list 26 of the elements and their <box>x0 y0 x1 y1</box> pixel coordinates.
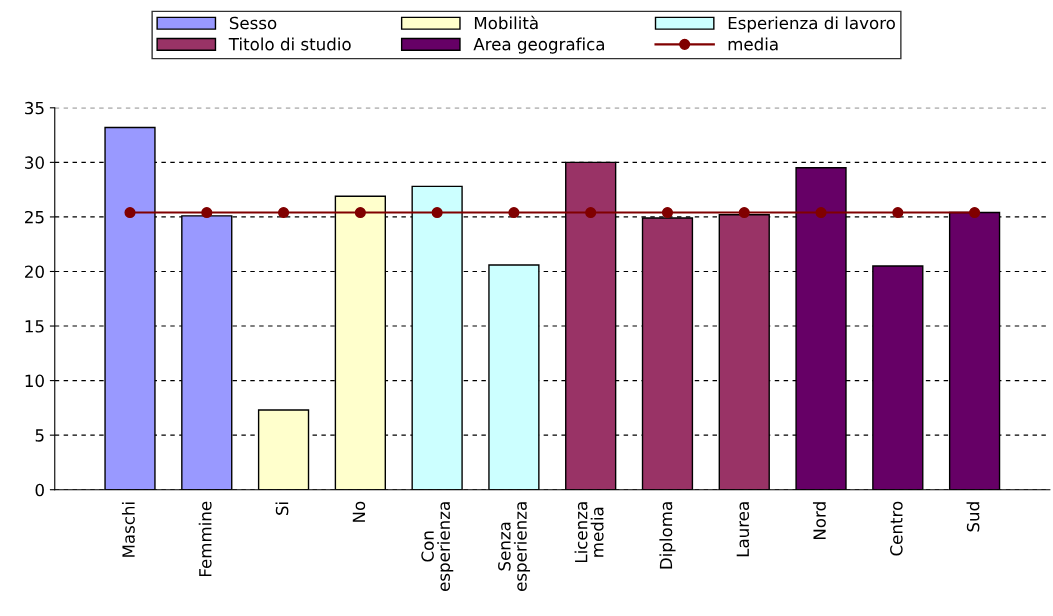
x-tick-label: Si <box>275 502 289 515</box>
x-tick-label: Centro <box>890 501 903 556</box>
x-tick-label: Sud <box>966 502 980 532</box>
y-tick-label: 25 <box>25 210 44 224</box>
legend-label: Esperienza di lavoro <box>728 16 895 33</box>
x-tick-label: Laurea <box>736 502 750 557</box>
y-tick-label: 30 <box>25 156 44 169</box>
y-tick-label: 20 <box>25 265 44 279</box>
legend-label: Mobilità <box>474 15 538 30</box>
x-tick-label: Diploma <box>659 502 676 569</box>
y-tick-label: 10 <box>25 374 44 388</box>
legend-label: Area geografica <box>473 37 604 54</box>
y-tick-label: 35 <box>25 101 44 115</box>
x-tick-label: No <box>352 501 366 522</box>
legend-label: media <box>728 37 778 51</box>
x-tick-label: Femmine <box>198 501 212 577</box>
x-tick-label: Con esperienza <box>421 502 454 591</box>
legend-label: Titolo di studio <box>228 37 351 51</box>
x-tick-label: Maschi <box>121 502 135 557</box>
y-tick-label: 5 <box>35 429 44 442</box>
y-tick-label: 0 <box>35 483 44 497</box>
x-tick-label: Nord <box>812 502 826 539</box>
x-tick-label: Licenza media <box>574 502 604 563</box>
legend-label: Sesso <box>229 16 277 30</box>
y-tick-label: 15 <box>25 320 44 333</box>
x-tick-label: Senza esperienza <box>498 502 531 591</box>
